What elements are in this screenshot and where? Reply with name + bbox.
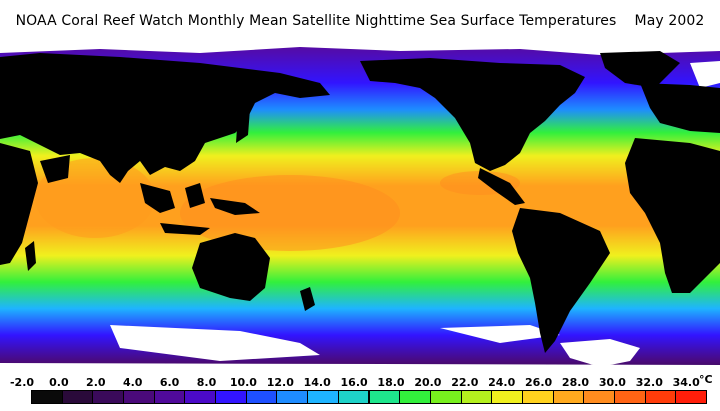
legend-tick-label: 26.0 xyxy=(525,376,553,389)
landmasses xyxy=(0,51,720,353)
legend-swatch xyxy=(399,390,431,404)
legend-swatch xyxy=(552,390,585,404)
legend-swatch xyxy=(368,390,401,404)
legend-swatch xyxy=(31,390,63,404)
legend-tick-label: 32.0 xyxy=(635,376,663,389)
legend-swatch xyxy=(245,390,278,404)
legend-swatch xyxy=(491,390,523,404)
legend-swatch xyxy=(675,390,707,404)
legend-tick-label: 18.0 xyxy=(377,376,405,389)
legend-swatch xyxy=(276,390,309,404)
legend-swatch xyxy=(123,390,155,404)
legend-tick-label: 8.0 xyxy=(196,376,217,389)
legend-swatch xyxy=(184,390,217,404)
legend-swatch xyxy=(307,390,339,404)
legend-tick-label: 20.0 xyxy=(414,376,442,389)
legend-tick-label: -2.0 xyxy=(9,376,35,389)
legend-tick-label: 22.0 xyxy=(451,376,479,389)
legend-tick-label: 0.0 xyxy=(49,376,69,389)
legend-tick-label: 34.0 xyxy=(672,376,700,389)
legend-tick-label: 28.0 xyxy=(561,376,590,389)
temperature-unit: °C xyxy=(699,373,713,386)
legend-tick-label: 2.0 xyxy=(86,376,106,389)
legend-swatch xyxy=(583,390,615,404)
sst-map xyxy=(0,43,720,375)
legend-swatch xyxy=(429,390,462,404)
pacific-warm-pool xyxy=(180,175,400,251)
legend-tick-label: 12.0 xyxy=(266,376,294,389)
sst-map-graphic xyxy=(0,43,720,375)
legend-tick-label: 24.0 xyxy=(488,376,516,389)
legend-tick-label: 10.0 xyxy=(229,376,257,389)
legend-swatch xyxy=(521,390,554,404)
legend-swatch xyxy=(153,390,186,404)
legend-swatch xyxy=(644,390,677,404)
legend-swatch xyxy=(61,390,94,404)
legend-tick-label: 6.0 xyxy=(159,376,180,389)
map-title: NOAA Coral Reef Watch Monthly Mean Satel… xyxy=(15,13,705,29)
legend-tick-label: 16.0 xyxy=(340,376,368,389)
legend-swatch xyxy=(613,390,646,404)
legend-tick-label: 4.0 xyxy=(122,376,143,389)
legend-tick-label: 30.0 xyxy=(598,376,626,389)
legend-color-bar xyxy=(31,390,707,404)
legend-tick-labels: -2.0 0.0 2.0 4.0 6.0 8.0 10.0 12.0 14.0 16.0 18.0 2… xyxy=(0,376,720,390)
legend-swatch xyxy=(92,390,125,404)
legend-tick-label: 14.0 xyxy=(303,376,331,389)
legend-swatch xyxy=(215,390,247,404)
legend-swatch xyxy=(460,390,493,404)
legend-swatch xyxy=(337,390,370,404)
ice-regions xyxy=(0,43,720,375)
